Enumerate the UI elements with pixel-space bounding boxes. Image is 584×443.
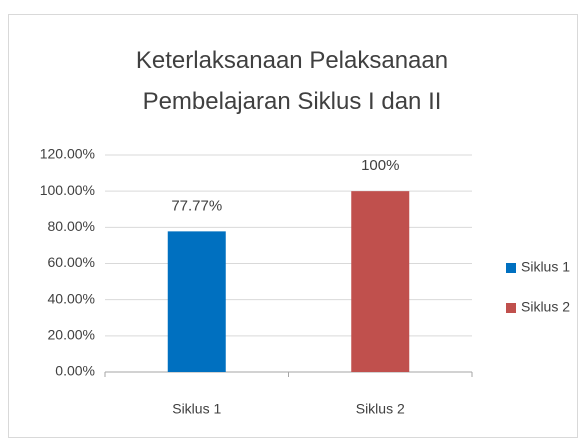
data-label: 100% [361, 157, 399, 174]
bar [167, 231, 226, 372]
legend-swatch [506, 263, 516, 273]
bar [351, 191, 410, 372]
y-tick-label: 100.00% [40, 182, 95, 198]
y-tick-label: 20.00% [48, 327, 95, 343]
y-tick-label: 40.00% [48, 290, 95, 306]
chart-title: Keterlaksanaan Pelaksanaan Pembelajaran … [135, 47, 449, 115]
data-label: 77.77% [171, 197, 222, 214]
y-tick-label: 120.00% [40, 146, 95, 162]
legend-label: Siklus 1 [521, 259, 570, 275]
chart-border [8, 14, 578, 438]
y-tick-label: 80.00% [48, 218, 95, 234]
x-tick-label: Siklus 2 [356, 401, 405, 417]
y-tick-label: 60.00% [48, 254, 95, 270]
legend-label: Siklus 2 [521, 299, 570, 315]
legend-swatch [506, 303, 516, 313]
x-tick-label: Siklus 1 [172, 401, 221, 417]
y-tick-label: 0.00% [55, 363, 95, 379]
